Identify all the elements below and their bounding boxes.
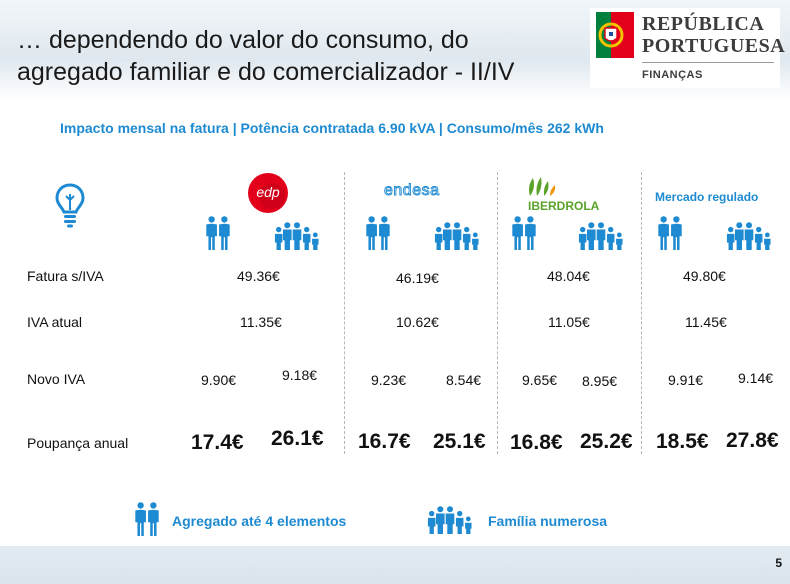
fatura-value-edp: 49.36€ — [237, 268, 280, 284]
novo-iva-endesa-small: 9.23€ — [371, 372, 407, 388]
coat-of-arms-icon — [596, 12, 634, 58]
edp-logo-text: edp — [256, 184, 280, 200]
row-label-novo-iva: Novo IVA — [27, 371, 86, 387]
novo-iva-mercado-small: 9.91€ — [668, 372, 704, 388]
couple-icon — [512, 216, 536, 250]
column-divider — [641, 172, 642, 454]
poupanca-endesa-large: 25.1€ — [433, 430, 486, 453]
novo-iva-edp-small: 9.90€ — [201, 372, 237, 388]
iva-value-mercado: 11.45€ — [685, 314, 727, 330]
fatura-value-endesa: 46.19€ — [396, 270, 439, 286]
legend-large-family: Família numerosa — [488, 513, 608, 529]
poupanca-edp-small: 17.4€ — [191, 431, 244, 454]
column-divider — [344, 172, 345, 454]
logo-text-republica: REPÚBLICA — [642, 13, 765, 35]
novo-iva-iberdrola-large: 8.95€ — [582, 373, 618, 389]
row-label-iva-atual: IVA atual — [27, 314, 83, 330]
couple-icon — [366, 216, 390, 250]
poupanca-iberdrola-small: 16.8€ — [510, 431, 563, 454]
page-number: 5 — [775, 556, 782, 570]
footer-band — [0, 546, 790, 584]
logo-text-financas: FINANÇAS — [642, 69, 703, 81]
logo-text-portuguesa: PORTUGUESA — [642, 35, 786, 57]
novo-iva-iberdrola-small: 9.65€ — [522, 372, 558, 388]
row-label-fatura: Fatura s/IVA — [27, 268, 104, 284]
large-family-icon — [274, 222, 319, 250]
poupanca-mercado-large: 27.8€ — [726, 429, 779, 452]
endesa-logo-text: endesa — [384, 182, 440, 199]
large-family-icon — [578, 222, 623, 250]
mercado-regulado-label: Mercado regulado — [655, 190, 759, 204]
iberdrola-logo: IBERDROLA — [528, 177, 600, 213]
iva-value-iberdrola: 11.05€ — [548, 314, 590, 330]
iva-value-endesa: 10.62€ — [396, 314, 439, 330]
iva-value-edp: 11.35€ — [240, 314, 282, 330]
row-label-poupanca: Poupança anual — [27, 435, 129, 451]
edp-logo: edp — [248, 173, 288, 213]
page-title-line-1: … dependendo do valor do consumo, do — [17, 26, 469, 54]
endesa-logo: endesa — [384, 182, 440, 200]
poupanca-iberdrola-large: 25.2€ — [580, 430, 633, 453]
large-family-icon — [726, 222, 771, 250]
couple-icon — [206, 216, 230, 250]
lightbulb-icon — [55, 183, 85, 228]
couple-icon — [658, 216, 682, 250]
novo-iva-endesa-large: 8.54€ — [446, 372, 482, 388]
page-title-line-2: agregado familiar e do comercializador -… — [17, 58, 515, 86]
couple-icon — [135, 502, 159, 536]
iberdrola-logo-text: IBERDROLA — [528, 199, 600, 213]
republica-portuguesa-logo: REPÚBLICA PORTUGUESA FINANÇAS — [590, 8, 785, 88]
novo-iva-mercado-large: 9.14€ — [738, 370, 774, 386]
poupanca-endesa-small: 16.7€ — [358, 430, 411, 453]
novo-iva-edp-large: 9.18€ — [282, 367, 318, 383]
large-family-icon — [427, 506, 472, 534]
fatura-value-mercado: 49.80€ — [683, 268, 726, 284]
poupanca-mercado-small: 18.5€ — [656, 430, 709, 453]
large-family-icon — [434, 222, 479, 250]
fatura-value-iberdrola: 48.04€ — [547, 268, 590, 284]
column-divider — [497, 172, 498, 454]
logo-divider — [642, 62, 774, 63]
poupanca-edp-large: 26.1€ — [271, 427, 324, 450]
legend-small-family: Agregado até 4 elementos — [172, 513, 347, 529]
impact-subtitle: Impacto mensal na fatura | Potência cont… — [60, 120, 604, 136]
